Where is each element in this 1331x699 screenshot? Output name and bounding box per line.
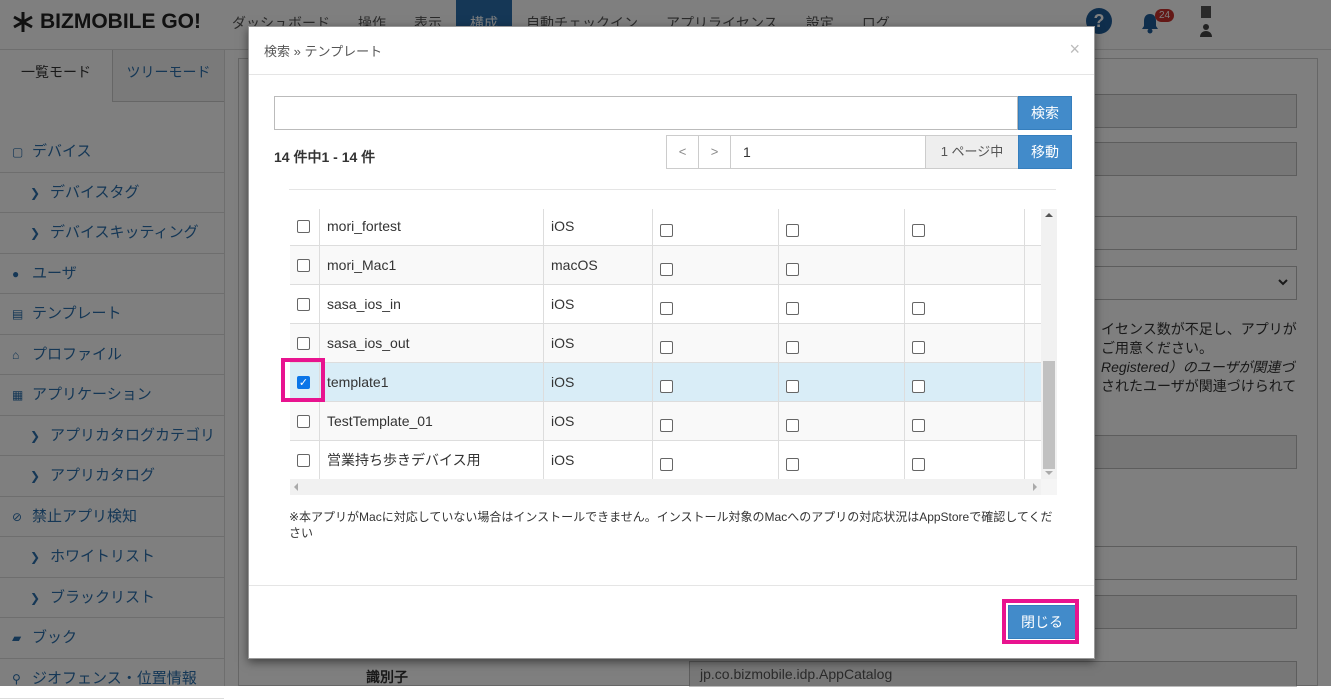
next-page-button[interactable]: > <box>698 135 731 169</box>
modal-footer-divider <box>249 585 1094 586</box>
row-select-checkbox[interactable] <box>297 415 310 428</box>
template-name: TestTemplate_01 <box>320 402 544 440</box>
option-checkbox[interactable] <box>660 263 673 276</box>
highlight-close-button <box>1002 599 1079 644</box>
highlight-checkbox <box>281 358 325 402</box>
horizontal-scrollbar[interactable] <box>290 479 1041 495</box>
row-select-checkbox[interactable] <box>297 220 310 233</box>
page-total: 1 ページ中 <box>925 135 1019 169</box>
option-checkbox[interactable] <box>786 263 799 276</box>
option-checkbox[interactable] <box>660 458 673 471</box>
option-checkbox[interactable] <box>912 419 925 432</box>
result-count: 14 件中1 - 14 件 <box>274 147 375 167</box>
template-name: sasa_ios_in <box>320 285 544 323</box>
option-checkbox[interactable] <box>912 224 925 237</box>
option-checkbox[interactable] <box>660 224 673 237</box>
divider <box>289 189 1056 190</box>
scroll-thumb[interactable] <box>1043 361 1055 469</box>
template-os: iOS <box>544 441 653 479</box>
option-checkbox[interactable] <box>912 341 925 354</box>
template-os: iOS <box>544 285 653 323</box>
option-checkbox[interactable] <box>912 380 925 393</box>
row-select-checkbox[interactable] <box>297 454 310 467</box>
template-os: iOS <box>544 363 653 401</box>
scroll-up-icon[interactable] <box>1045 209 1053 217</box>
template-os: iOS <box>544 209 653 245</box>
row-select-checkbox[interactable] <box>297 337 310 350</box>
scroll-right-icon[interactable] <box>1033 483 1041 491</box>
option-checkbox[interactable] <box>786 380 799 393</box>
template-os: iOS <box>544 402 653 440</box>
template-name: 営業持ち歩きデバイス用 <box>320 441 544 479</box>
option-checkbox[interactable] <box>660 380 673 393</box>
template-os: iOS <box>544 324 653 362</box>
modal-title: 検索 » テンプレート <box>249 27 1094 75</box>
close-icon[interactable]: × <box>1069 39 1080 60</box>
template-name: mori_fortest <box>320 209 544 245</box>
prev-page-button[interactable]: < <box>666 135 699 169</box>
option-checkbox[interactable] <box>786 302 799 315</box>
template-os: macOS <box>544 246 653 284</box>
search-button[interactable]: 検索 <box>1018 96 1072 130</box>
scroll-left-icon[interactable] <box>290 483 298 491</box>
template-name: template1 <box>320 363 544 401</box>
template-name: sasa_ios_out <box>320 324 544 362</box>
row-select-checkbox[interactable] <box>297 298 310 311</box>
option-checkbox[interactable] <box>786 341 799 354</box>
search-input[interactable] <box>274 96 1018 130</box>
option-checkbox[interactable] <box>912 458 925 471</box>
option-checkbox[interactable] <box>786 419 799 432</box>
template-search-modal: 検索 » テンプレート × 検索 14 件中1 - 14 件 < > 1 ページ… <box>248 26 1095 659</box>
scroll-down-icon[interactable] <box>1045 471 1053 479</box>
template-name: mori_Mac1 <box>320 246 544 284</box>
page-input[interactable] <box>730 135 926 169</box>
option-checkbox[interactable] <box>912 302 925 315</box>
option-checkbox[interactable] <box>660 302 673 315</box>
option-checkbox[interactable] <box>786 458 799 471</box>
option-checkbox[interactable] <box>660 341 673 354</box>
option-checkbox[interactable] <box>660 419 673 432</box>
go-button[interactable]: 移動 <box>1018 135 1072 169</box>
option-checkbox[interactable] <box>786 224 799 237</box>
mac-note: ※本アプリがMacに対応していない場合はインストールできません。インストール対象… <box>289 509 1059 541</box>
row-select-checkbox[interactable] <box>297 259 310 272</box>
vertical-scrollbar[interactable] <box>1041 209 1057 479</box>
